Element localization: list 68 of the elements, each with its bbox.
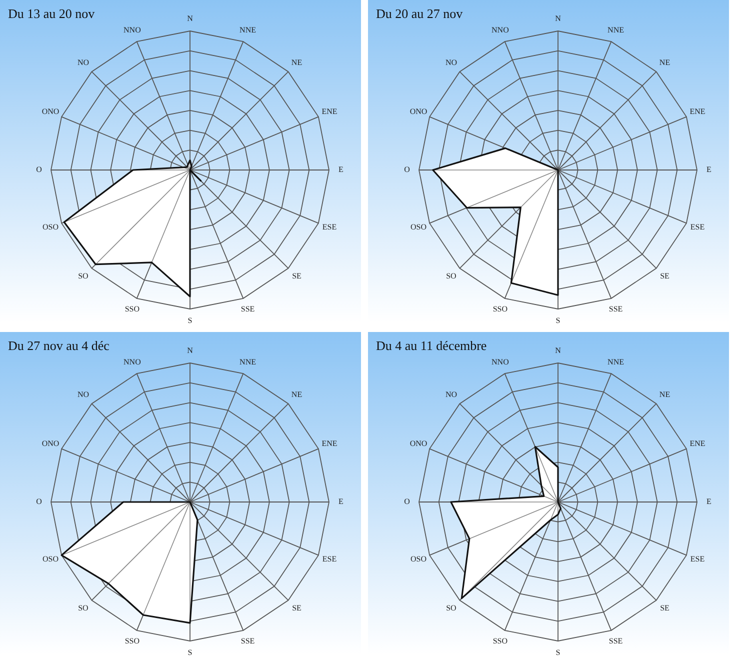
spoke-label: N [187, 14, 194, 23]
spoke-label: S [188, 316, 192, 325]
spoke-label: OSO [410, 222, 427, 232]
spoke-label: NNO [492, 357, 510, 366]
spoke-label: SSO [492, 304, 508, 314]
spoke-label: SO [78, 604, 89, 613]
spoke-label: SE [292, 604, 302, 613]
spoke-label: OSO [410, 554, 427, 564]
spoke-label: SSE [240, 304, 255, 314]
spoke-label: NNE [608, 25, 624, 34]
chart-title: Du 4 au 11 décembre [376, 338, 487, 353]
spoke-label: SE [292, 272, 302, 281]
spoke-label: NO [445, 58, 458, 68]
spoke-label: O [36, 496, 42, 506]
spoke-label: SO [78, 272, 89, 281]
spoke-label: SSO [124, 636, 140, 646]
spoke-label: S [556, 316, 560, 325]
spoke-label: O [36, 164, 42, 174]
spoke-label: NE [659, 58, 670, 68]
spoke-label: OSO [42, 554, 59, 564]
spoke-label: N [555, 346, 562, 355]
spoke-label: SSE [240, 636, 255, 646]
spoke-label: NNE [240, 25, 256, 34]
spoke-label: N [187, 346, 194, 355]
spoke-label: SE [660, 604, 670, 613]
spoke-label: NNO [124, 25, 142, 34]
chart-title: Du 27 nov au 4 déc [8, 338, 110, 353]
chart-title: Du 13 au 20 nov [8, 6, 96, 21]
spoke-label: ONO [42, 439, 60, 448]
spoke-label: NE [659, 390, 670, 400]
spoke-label: ONO [42, 107, 60, 116]
spoke-label: O [404, 164, 410, 174]
spoke-label: SSO [124, 304, 140, 314]
spoke-label: O [404, 496, 410, 506]
spoke-label: S [556, 648, 560, 657]
spoke-label: NO [77, 58, 90, 68]
spoke-label: ESE [690, 554, 705, 564]
spoke-label: ONO [410, 107, 428, 116]
spoke-label: NNO [492, 25, 510, 34]
spoke-label: NE [291, 58, 302, 68]
spoke-label: NNE [608, 357, 624, 366]
spoke-label: N [555, 14, 562, 23]
spoke-label: ENE [690, 107, 706, 116]
spoke-label: SO [446, 272, 457, 281]
spoke-label: ONO [410, 439, 428, 448]
spoke-label: ESE [322, 222, 337, 232]
spoke-label: SO [446, 604, 457, 613]
spoke-label: E [338, 496, 344, 506]
spoke-label: SSE [608, 636, 623, 646]
spoke-label: NNE [240, 357, 256, 366]
spoke-label: NO [445, 390, 458, 400]
spoke-label: ENE [322, 107, 338, 116]
chart-title: Du 20 au 27 nov [376, 6, 464, 21]
spoke-label: OSO [42, 222, 59, 232]
spoke-label: NO [77, 390, 90, 400]
spoke-label: ENE [322, 439, 338, 448]
spoke-label: E [338, 164, 344, 174]
spoke-label: SSO [492, 636, 508, 646]
spoke-label: E [706, 164, 712, 174]
spoke-label: SE [660, 272, 670, 281]
spoke-label: S [188, 648, 192, 657]
spoke-label: E [706, 496, 712, 506]
spoke-label: NNO [124, 357, 142, 366]
spoke-label: ENE [690, 439, 706, 448]
spoke-label: SSE [608, 304, 623, 314]
spoke-label: ESE [690, 222, 705, 232]
spoke-label: ESE [322, 554, 337, 564]
spoke-label: NE [291, 390, 302, 400]
